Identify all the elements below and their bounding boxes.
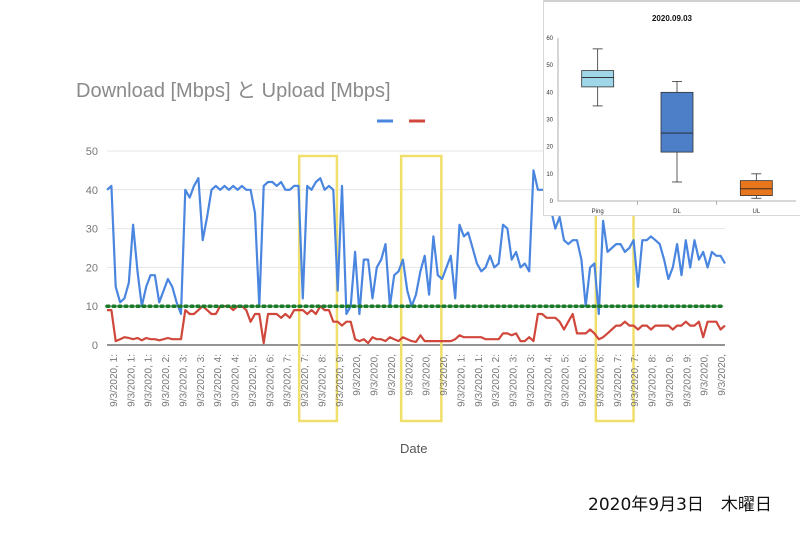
- y-tick-label: 10: [86, 301, 98, 313]
- boxplot-box: [660, 91, 694, 153]
- x-tick-label: 9/3/2020,: [370, 354, 381, 396]
- y-tick-label: 0: [92, 340, 98, 352]
- x-tick-label: 9/3/2020, 5:: [248, 354, 259, 407]
- x-tick-label: 9/3/2020, 3:: [196, 354, 207, 407]
- x-tick-label: 9/3/2020,: [439, 354, 450, 396]
- y-tick-label: 20: [86, 262, 98, 274]
- x-tick-label: 9/3/2020, 4:: [543, 354, 554, 407]
- boxplot-inset: 2020.09.03 0 10 20 30 40 50 60 Ping DL UL: [543, 0, 800, 216]
- x-tick-label: 9/3/2020, 2:: [161, 354, 172, 407]
- x-tick-label: 9/3/2020, 8:: [648, 354, 659, 407]
- x-tick-label: 9/3/2020, 8:: [317, 354, 328, 407]
- x-tick-label: 9/3/2020, 9:: [682, 354, 693, 407]
- x-tick-label: 9/3/2020,: [700, 354, 711, 396]
- boxplot-title: 2020.09.03: [652, 14, 693, 23]
- boxplot-y-tick: 60: [546, 36, 553, 42]
- boxplot-y-tick: 50: [546, 63, 553, 69]
- x-tick-label: 9/3/2020,: [387, 354, 398, 396]
- y-tick-label: 30: [86, 224, 98, 236]
- x-tick-label: 9/3/2020, 3:: [509, 354, 520, 407]
- x-tick-label: 9/3/2020, 1:: [109, 354, 120, 407]
- x-tick-label: 9/3/2020, 7:: [283, 354, 294, 407]
- x-tick-label: 9/3/2020, 4:: [231, 354, 242, 407]
- x-tick-label: 9/3/2020, 1:: [474, 354, 485, 407]
- x-tick-label: 9/3/2020, 9:: [335, 354, 346, 407]
- x-tick-label: 9/3/2020, 3:: [178, 354, 189, 407]
- boxplot-box: [581, 70, 615, 88]
- x-tick-label: 9/3/2020, 6:: [595, 354, 606, 407]
- date-caption: 2020年9月3日 木曜日: [588, 495, 772, 515]
- boxplot-y-tick: 20: [546, 145, 553, 151]
- boxplot-y-tick: 40: [546, 90, 553, 96]
- boxplot-chart: 2020.09.03 0 10 20 30 40 50 60 Ping DL UL: [546, 14, 796, 215]
- x-axis-label: Date: [400, 441, 428, 456]
- x-tick-label: 9/3/2020, 3:: [526, 354, 537, 407]
- x-tick-label: 9/3/2020, 1:: [144, 354, 155, 407]
- chart-title: Download [Mbps] と Upload [Mbps]: [76, 80, 391, 102]
- y-tick-label: 40: [86, 185, 98, 197]
- x-tick-label: 9/3/2020, 6:: [578, 354, 589, 407]
- boxplot-category-label: UL: [752, 209, 760, 215]
- y-tick-label: 50: [86, 146, 98, 158]
- x-tick-label: 9/3/2020, 2:: [491, 354, 502, 407]
- x-tick-label: 9/3/2020,: [422, 354, 433, 396]
- x-tick-label: 9/3/2020, 1:: [456, 354, 467, 407]
- boxplot-y-tick: 0: [550, 199, 554, 205]
- upload-series-line: [107, 305, 726, 345]
- boxplot-y-tick: 30: [546, 118, 553, 124]
- boxplot-category-label: Ping: [592, 209, 604, 215]
- highlight-box: [399, 154, 443, 423]
- boxplot-y-tick: 10: [546, 172, 553, 178]
- boxplot-category-label: DL: [673, 209, 681, 215]
- x-tick-label: 9/3/2020, 9:: [665, 354, 676, 407]
- download-series-line: [106, 169, 726, 316]
- x-tick-label: 9/3/2020, 5:: [561, 354, 572, 407]
- boxplot-box: [739, 180, 773, 196]
- x-tick-label: 9/3/2020, 4:: [213, 354, 224, 407]
- x-tick-label: 9/3/2020,: [404, 354, 415, 396]
- x-tick-label: 9/3/2020,: [352, 354, 363, 396]
- x-tick-label: 9/3/2020, 7:: [613, 354, 624, 407]
- x-tick-label: 9/3/2020, 7:: [300, 354, 311, 407]
- x-tick-label: 9/3/2020, 6:: [265, 354, 276, 407]
- x-tick-label: 9/3/2020, 7:: [630, 354, 641, 407]
- x-tick-label: 9/3/2020,: [717, 354, 728, 396]
- x-tick-label: 9/3/2020, 1:: [126, 354, 137, 407]
